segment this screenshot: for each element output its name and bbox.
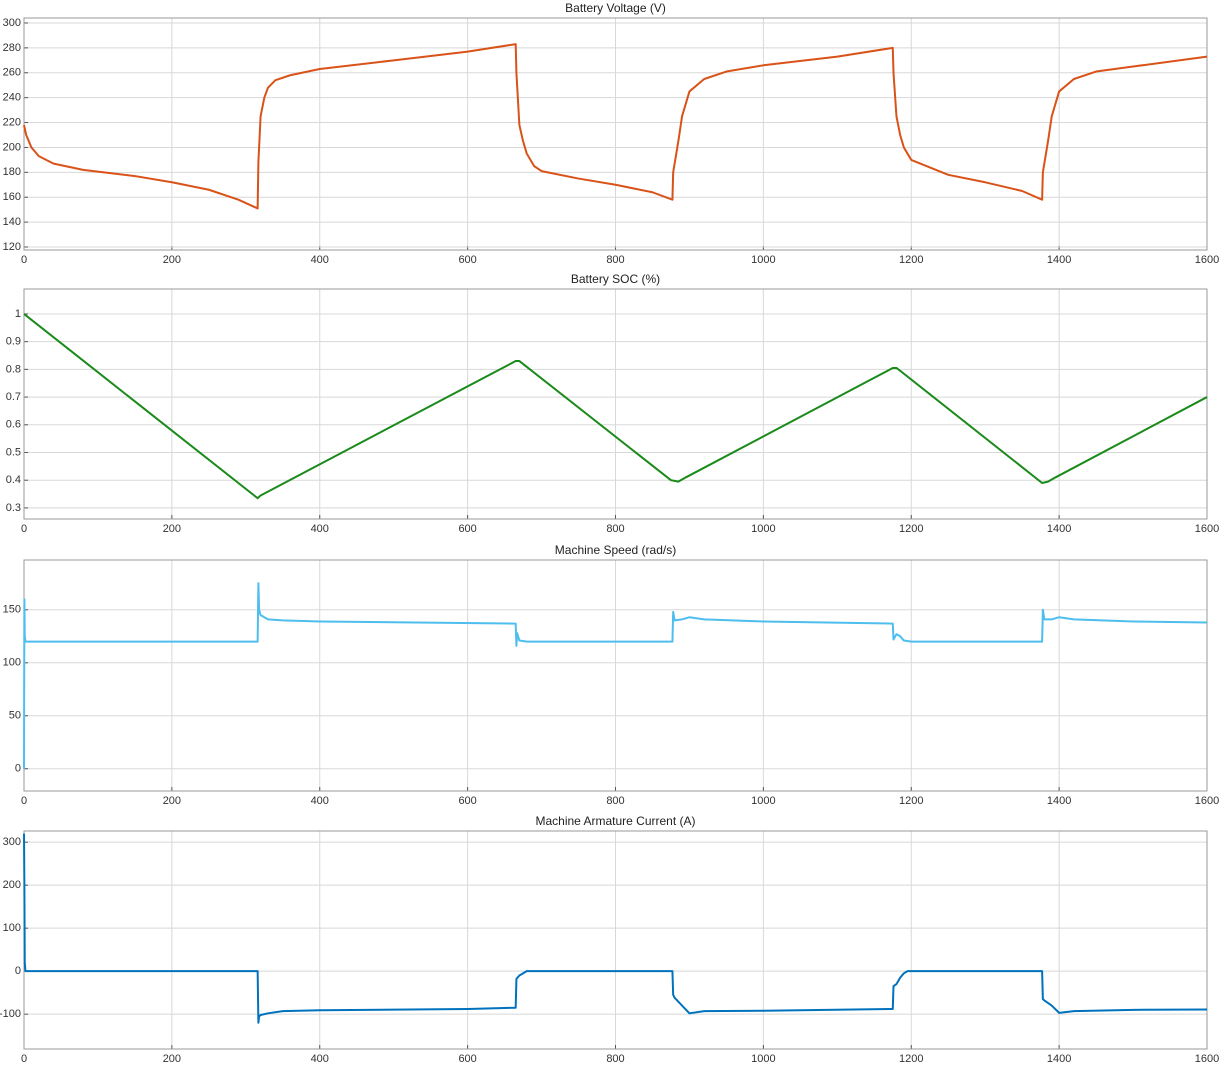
y-tick-label: 0.4 <box>6 474 21 486</box>
x-tick-label: 400 <box>311 523 329 535</box>
x-tick-label: 1400 <box>1047 1053 1071 1065</box>
x-tick-label: 800 <box>606 1053 624 1065</box>
y-tick-label: 260 <box>3 67 21 79</box>
x-tick-label: 1000 <box>751 795 775 807</box>
data-line <box>23 833 1208 1024</box>
x-tick-label: 400 <box>311 1053 329 1065</box>
y-tick-label: 0 <box>15 763 21 775</box>
x-tick-label: 800 <box>606 523 624 535</box>
data-line <box>23 313 1208 500</box>
y-tick-label: 0.5 <box>6 446 21 458</box>
y-tick-label: 140 <box>3 216 21 228</box>
y-tick-label: 300 <box>3 836 21 848</box>
chart-title: Machine Speed (rad/s) <box>555 543 676 557</box>
y-tick-label: 160 <box>3 191 21 203</box>
x-tick-label: 1200 <box>899 795 923 807</box>
x-tick-label: 1400 <box>1047 254 1071 266</box>
x-tick-label: 600 <box>458 254 476 266</box>
x-tick-label: 600 <box>458 523 476 535</box>
data-line <box>23 43 1208 210</box>
y-tick-label: 180 <box>3 166 21 178</box>
y-tick-label: 0 <box>15 965 21 977</box>
x-tick-label: 1200 <box>899 254 923 266</box>
y-tick-label: 200 <box>3 879 21 891</box>
x-tick-label: 600 <box>458 795 476 807</box>
x-tick-label: 200 <box>163 254 181 266</box>
y-tick-label: 0.3 <box>6 502 21 514</box>
x-tick-label: 0 <box>21 254 27 266</box>
x-tick-label: 800 <box>606 254 624 266</box>
x-tick-label: 200 <box>163 1053 181 1065</box>
chart-title: Battery SOC (%) <box>571 272 660 286</box>
y-tick-label: 0.7 <box>6 391 21 403</box>
y-tick-label: 280 <box>3 42 21 54</box>
x-tick-label: 1400 <box>1047 795 1071 807</box>
y-tick-label: 0.9 <box>6 336 21 348</box>
x-tick-label: 1000 <box>751 254 775 266</box>
x-tick-label: 1600 <box>1195 795 1219 807</box>
x-tick-label: 600 <box>458 1053 476 1065</box>
y-tick-label: 100 <box>3 657 21 669</box>
y-tick-label: 240 <box>3 92 21 104</box>
x-tick-label: 0 <box>21 795 27 807</box>
x-tick-label: 1600 <box>1195 523 1219 535</box>
x-tick-label: 800 <box>606 795 624 807</box>
y-tick-label: 0.6 <box>6 419 21 431</box>
y-tick-label: 120 <box>3 241 21 253</box>
x-tick-label: 400 <box>311 254 329 266</box>
x-tick-label: 1000 <box>751 523 775 535</box>
axes-box <box>23 288 1208 520</box>
x-tick-label: 1400 <box>1047 523 1071 535</box>
x-tick-label: 200 <box>163 523 181 535</box>
axes-box <box>23 17 1208 251</box>
chart-title: Battery Voltage (V) <box>565 1 666 15</box>
data-line <box>23 582 1208 769</box>
x-tick-label: 0 <box>21 1053 27 1065</box>
x-tick-label: 1000 <box>751 1053 775 1065</box>
y-tick-label: 200 <box>3 141 21 153</box>
y-tick-label: -100 <box>0 1008 21 1020</box>
y-tick-label: 300 <box>3 17 21 29</box>
y-tick-label: 0.8 <box>6 363 21 375</box>
x-tick-label: 1600 <box>1195 254 1219 266</box>
y-tick-label: 220 <box>3 116 21 128</box>
x-tick-label: 1600 <box>1195 1053 1219 1065</box>
x-tick-label: 400 <box>311 795 329 807</box>
x-tick-label: 200 <box>163 795 181 807</box>
y-tick-label: 150 <box>3 604 21 616</box>
y-tick-label: 1 <box>15 308 21 320</box>
x-tick-label: 1200 <box>899 523 923 535</box>
y-tick-label: 50 <box>9 710 21 722</box>
x-tick-label: 1200 <box>899 1053 923 1065</box>
chart-title: Machine Armature Current (A) <box>535 814 695 828</box>
x-tick-label: 0 <box>21 523 27 535</box>
y-tick-label: 100 <box>3 922 21 934</box>
